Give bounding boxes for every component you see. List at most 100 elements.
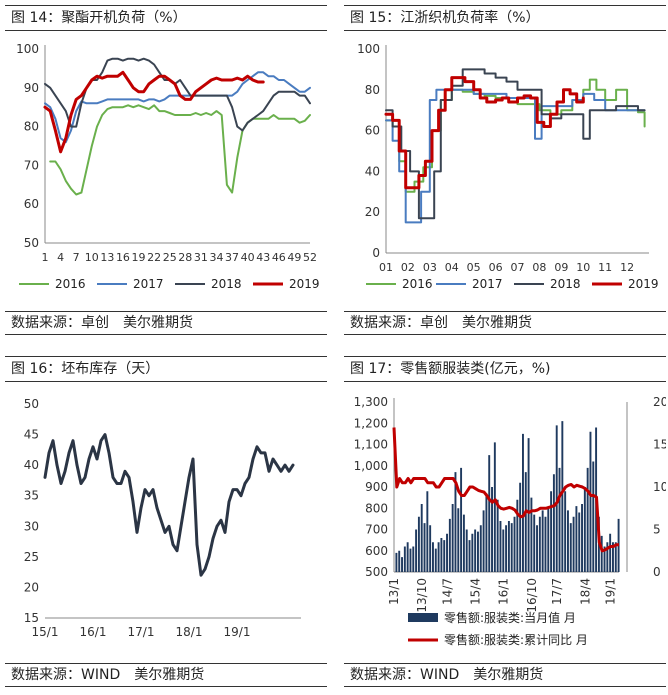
y-tick-label: 700 xyxy=(365,523,388,537)
y-tick-label: 1,300 xyxy=(354,395,388,409)
y-tick-label: 50 xyxy=(24,236,39,250)
bar xyxy=(609,533,612,572)
bar xyxy=(564,491,567,572)
x-tick-label: 28 xyxy=(178,251,192,264)
x-tick-label: 4 xyxy=(57,251,64,264)
y-tick-label: 50 xyxy=(24,397,39,411)
legend-label: 2018 xyxy=(211,277,242,291)
bar xyxy=(406,542,409,572)
bar xyxy=(401,557,403,572)
x-tick-label: 05 xyxy=(467,261,481,274)
y-tick-label: 20 xyxy=(365,205,380,219)
y-tick-label: 40 xyxy=(24,458,39,472)
bar xyxy=(581,504,583,572)
y2-tick-label: 5 xyxy=(653,523,661,537)
bar xyxy=(561,421,564,572)
series-line-yoy xyxy=(392,427,619,553)
legend-label: 零售额:服装类:当月值 月 xyxy=(444,610,576,625)
x-tick-label: 49 xyxy=(287,251,301,264)
y-tick-label: 70 xyxy=(24,158,39,172)
bar xyxy=(527,438,530,572)
chart-c15: 0 20 40 60 80 100 01 02 03 04 05 06 07 08 09 10 11 12 2016… xyxy=(357,42,658,291)
legend-label: 2017 xyxy=(133,277,164,291)
x-tick-label: 09 xyxy=(554,261,568,274)
series-line-2019 xyxy=(384,76,585,190)
x-tick-label: 01 xyxy=(379,261,393,274)
bar xyxy=(432,542,434,572)
bar xyxy=(440,538,443,572)
x-tick-label: 16/10 xyxy=(525,578,539,613)
bar xyxy=(488,455,491,572)
series-line-value xyxy=(43,433,295,577)
y-tick-label: 20 xyxy=(24,580,39,594)
bar xyxy=(493,442,496,572)
chart-panel-14: 图 14：聚酯开机负荷（%） 50 60 70 80 90 100 1 4 7 10 13 16 19 2… xyxy=(5,5,327,335)
x-tick-label: 15/4 xyxy=(469,578,483,605)
bar xyxy=(603,546,606,572)
x-tick-label: 34 xyxy=(209,251,223,264)
bar xyxy=(572,516,575,572)
x-tick-label: 37 xyxy=(225,251,239,264)
bar xyxy=(395,552,398,572)
y2-tick-label: 15 xyxy=(653,438,666,452)
chart-source: 数据来源：卓创 美尔雅期货 xyxy=(5,311,327,335)
bar xyxy=(429,525,432,572)
chart-c16: 15 20 25 30 35 40 45 50 15/1 16/1 17/1 18/1 19/1 xyxy=(24,397,301,639)
x-tick-label: 10 xyxy=(576,261,590,274)
x-tick-label: 06 xyxy=(489,261,503,274)
bar xyxy=(505,525,508,572)
bar xyxy=(479,525,482,572)
bar xyxy=(614,542,617,572)
chart-title: 图 15：江浙织机负荷率（%） xyxy=(344,5,666,31)
x-tick-label: 18/1 xyxy=(176,625,203,639)
chart-panel-16: 图 16：坯布库存（天） 15 20 25 30 35 40 45 50 15/1 16/1 17/… xyxy=(5,356,327,690)
bar xyxy=(417,516,420,572)
bar xyxy=(423,523,426,572)
x-tick-label: 13/1 xyxy=(387,578,401,605)
bar xyxy=(530,497,533,572)
bar xyxy=(513,516,516,572)
bar xyxy=(592,461,595,572)
x-tick-label: 17/1 xyxy=(128,625,155,639)
x-tick-label: 17/7 xyxy=(550,578,564,605)
bar xyxy=(465,529,468,572)
x-tick-label: 22 xyxy=(147,251,161,264)
x-tick-label: 16/1 xyxy=(497,578,511,605)
bar xyxy=(451,504,454,572)
bar xyxy=(541,510,544,572)
bar xyxy=(524,472,527,572)
bar xyxy=(502,529,505,572)
y-tick-label: 35 xyxy=(24,489,39,503)
bar xyxy=(552,474,555,572)
y2-tick-label: 0 xyxy=(653,565,661,579)
bar xyxy=(471,533,474,572)
x-tick-label: 7 xyxy=(73,251,80,264)
legend-label: 零售额:服装类:累计同比 月 xyxy=(444,632,588,647)
bar xyxy=(547,508,550,572)
bar xyxy=(434,548,437,572)
series-line-2019 xyxy=(43,70,265,154)
bar xyxy=(496,499,499,572)
bar xyxy=(600,535,603,572)
chart-c17: 500 600 700 800 900 1,000 1,100 1,200 1,300 13/1 1… xyxy=(354,395,666,647)
x-tick-label: 13 xyxy=(100,251,114,264)
legend-label: 2017 xyxy=(472,277,503,291)
x-tick-label: 10 xyxy=(85,251,99,264)
bar xyxy=(516,499,519,572)
y-tick-label: 40 xyxy=(365,164,380,178)
bar xyxy=(569,523,572,572)
y-tick-label: 80 xyxy=(24,120,39,134)
chart-panel-15: 图 15：江浙织机负荷率（%） 0 20 40 60 80 100 01 02 03 04 05 06… xyxy=(344,5,666,335)
x-tick-label: 04 xyxy=(445,261,459,274)
bar xyxy=(468,540,471,572)
x-tick-label: 46 xyxy=(272,251,286,264)
bar xyxy=(578,512,581,572)
y-tick-label: 1,100 xyxy=(354,438,388,452)
bar xyxy=(477,531,479,572)
y-tick-label: 0 xyxy=(372,246,380,260)
bar xyxy=(606,542,609,572)
legend-swatch-bar xyxy=(408,613,438,622)
bar xyxy=(454,472,457,572)
bar xyxy=(558,467,561,572)
bar xyxy=(437,542,440,572)
